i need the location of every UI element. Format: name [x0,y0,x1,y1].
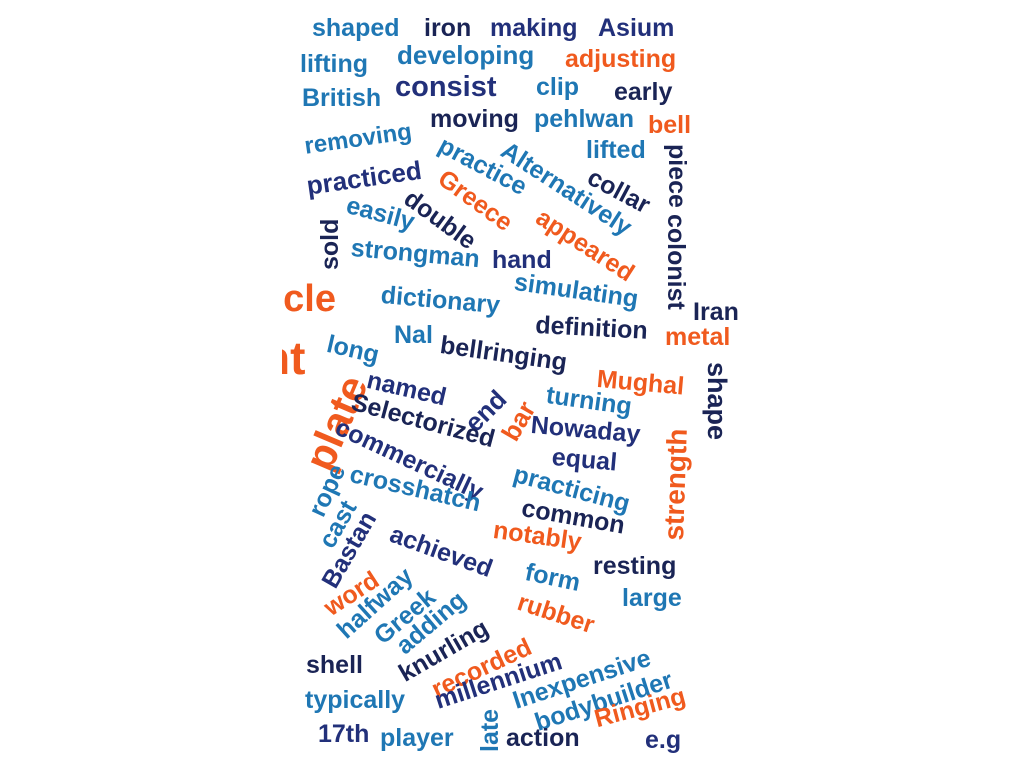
word-strength: strength [658,427,693,542]
word-eg: e.g [645,726,682,754]
word-iran: Iran [693,298,739,326]
word-developing: developing [397,40,535,70]
word-clip: clip [536,73,580,101]
word-hand: hand [492,246,552,274]
word-action: action [506,724,580,752]
word-rubber: rubber [513,588,598,640]
word-resting: resting [593,552,677,580]
word-removing: removing [302,117,414,160]
word-early: early [614,78,673,106]
word-large: large [622,584,682,612]
word-moving: moving [430,105,519,133]
word-metal: metal [665,323,731,351]
word-lifting: lifting [300,50,369,78]
left-clip-mask [0,0,282,768]
word-player: player [380,724,454,752]
word-nowaday: Nowaday [529,411,642,449]
word-piece: piece [663,144,691,208]
word-dictionary: dictionary [379,281,502,320]
word-nal: Nal [394,321,433,349]
word-typically: typically [305,686,406,714]
word-pehlwan: pehlwan [534,105,635,133]
word-practiced: practiced [304,154,424,201]
word-consist: consist [395,71,497,103]
word-adjusting: adjusting [565,45,677,73]
word-shaped: shaped [312,14,400,42]
word-long: long [324,330,382,370]
word-making: making [490,14,578,42]
word-late: late [476,708,504,752]
word-colonist: colonist [662,214,690,310]
word-iron: iron [424,14,472,42]
word-definition: definition [534,311,649,345]
word-shell: shell [306,651,363,679]
word-shape: shape [702,362,732,441]
word-bell: bell [648,111,692,139]
word-17th: 17th [318,720,370,748]
word-sold: sold [316,218,344,270]
word-asium: Asium [598,14,675,42]
word-lifted: lifted [586,136,646,164]
word-british: British [302,84,382,112]
